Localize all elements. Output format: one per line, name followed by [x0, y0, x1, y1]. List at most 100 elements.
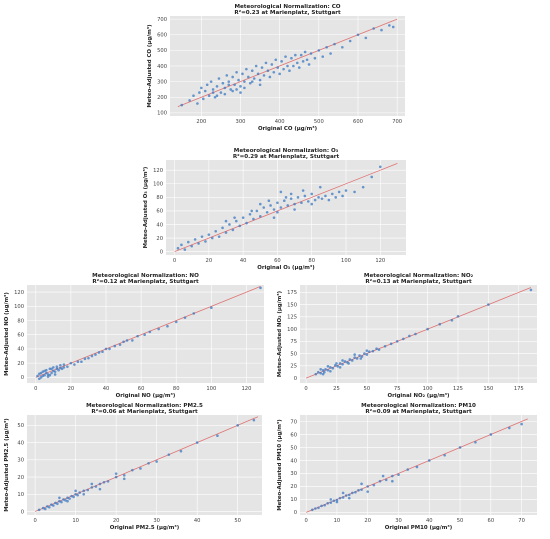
- chart-subtitle: R²=0.29 at Marienplatz, Stuttgart: [233, 153, 340, 160]
- data-point: [332, 499, 336, 503]
- data-point: [87, 356, 90, 360]
- data-point: [214, 229, 218, 233]
- data-point: [372, 483, 376, 487]
- data-point: [37, 508, 41, 512]
- data-point: [136, 334, 139, 338]
- data-point: [70, 494, 73, 498]
- data-point: [58, 496, 61, 500]
- y-tick-label: 30: [290, 471, 297, 477]
- y-tick-label: 500: [157, 48, 167, 54]
- data-point: [293, 202, 296, 206]
- y-tick-label: 70: [290, 419, 297, 425]
- data-point: [372, 27, 375, 30]
- y-tick-label: 120: [153, 168, 163, 174]
- data-point: [196, 102, 199, 105]
- data-point: [66, 499, 69, 503]
- data-point: [41, 374, 45, 378]
- data-point: [318, 185, 322, 189]
- x-tick-label: 40: [240, 258, 247, 264]
- data-point: [258, 215, 262, 218]
- data-point: [180, 103, 184, 107]
- data-point: [157, 327, 160, 331]
- y-tick-label: 40: [156, 222, 163, 228]
- data-point: [335, 500, 339, 504]
- data-point: [224, 231, 228, 234]
- data-point: [74, 493, 77, 496]
- data-point: [348, 358, 352, 361]
- data-point: [221, 81, 225, 85]
- data-point: [80, 360, 83, 363]
- data-point: [347, 362, 350, 365]
- data-point: [314, 372, 318, 376]
- y-tick-label: 120: [14, 290, 24, 296]
- y-tick-label: 25: [290, 364, 297, 370]
- y-tick-label: 300: [157, 79, 167, 85]
- data-point: [350, 359, 354, 362]
- data-point: [341, 45, 344, 49]
- data-point: [62, 366, 66, 369]
- x-tick-label: 10: [334, 518, 341, 524]
- data-point: [215, 85, 219, 88]
- data-point: [389, 342, 393, 346]
- data-point: [59, 366, 62, 370]
- data-point: [279, 206, 283, 209]
- data-point: [336, 365, 339, 368]
- data-point: [53, 373, 57, 376]
- data-point: [197, 242, 200, 245]
- y-tick-label: 200: [157, 95, 167, 101]
- data-point: [301, 189, 305, 192]
- data-point: [54, 501, 57, 505]
- data-point: [319, 371, 322, 375]
- y-tick-label: 0: [21, 509, 24, 515]
- y-tick-label: 60: [156, 209, 163, 215]
- data-point: [383, 344, 387, 348]
- x-tick-label: 300: [236, 119, 246, 125]
- y-tick-label: 100: [287, 327, 297, 333]
- data-point: [311, 508, 314, 512]
- data-point: [353, 353, 356, 356]
- data-point: [331, 367, 335, 370]
- x-tick-label: 20: [206, 258, 213, 264]
- data-point: [118, 343, 122, 346]
- data-point: [48, 373, 52, 377]
- data-point: [90, 486, 94, 489]
- data-point: [375, 347, 378, 351]
- data-point: [241, 72, 244, 76]
- x-tick-label: 20: [113, 518, 120, 524]
- chart-pm25: 0 10 20 30 40 50 0 10 20 30 40 50 Meteorological Nor…: [3, 403, 262, 531]
- x-axis-label: Original PM10 (µg/m³): [385, 524, 452, 531]
- data-point: [327, 198, 331, 202]
- chart-no2: 0 25 50 75 100 125 150 175 0 25 50 75 100 125 150 175 Me…: [276, 273, 537, 399]
- y-tick-label: 100: [14, 304, 24, 310]
- data-point: [293, 208, 296, 211]
- chart-subtitle: R²=0.13 at Marienplatz, Stuttgart: [365, 278, 472, 285]
- x-tick-label: 50: [364, 386, 371, 392]
- y-tick-label: 125: [287, 315, 297, 321]
- x-tick-label: 25: [333, 386, 340, 392]
- x-tick-label: 50: [234, 518, 241, 524]
- data-point: [113, 344, 117, 348]
- data-point: [427, 459, 431, 462]
- data-point: [94, 485, 98, 488]
- data-point: [408, 334, 411, 338]
- x-tick-label: 0: [173, 258, 176, 264]
- data-point: [402, 337, 405, 341]
- data-point: [56, 502, 59, 506]
- data-point: [50, 367, 53, 371]
- data-point: [183, 248, 187, 251]
- data-point: [90, 354, 94, 358]
- data-point: [272, 216, 276, 219]
- data-point: [520, 422, 523, 426]
- data-point: [122, 340, 125, 344]
- data-point: [155, 460, 158, 463]
- data-point: [216, 434, 219, 437]
- data-point: [262, 74, 266, 77]
- data-point: [227, 80, 231, 83]
- data-point: [37, 377, 41, 381]
- data-point: [341, 363, 344, 366]
- data-point: [326, 502, 330, 505]
- x-tick-label: 120: [375, 258, 385, 264]
- data-point: [276, 66, 280, 69]
- data-point: [82, 489, 86, 493]
- y-tick-label: 50: [17, 423, 24, 429]
